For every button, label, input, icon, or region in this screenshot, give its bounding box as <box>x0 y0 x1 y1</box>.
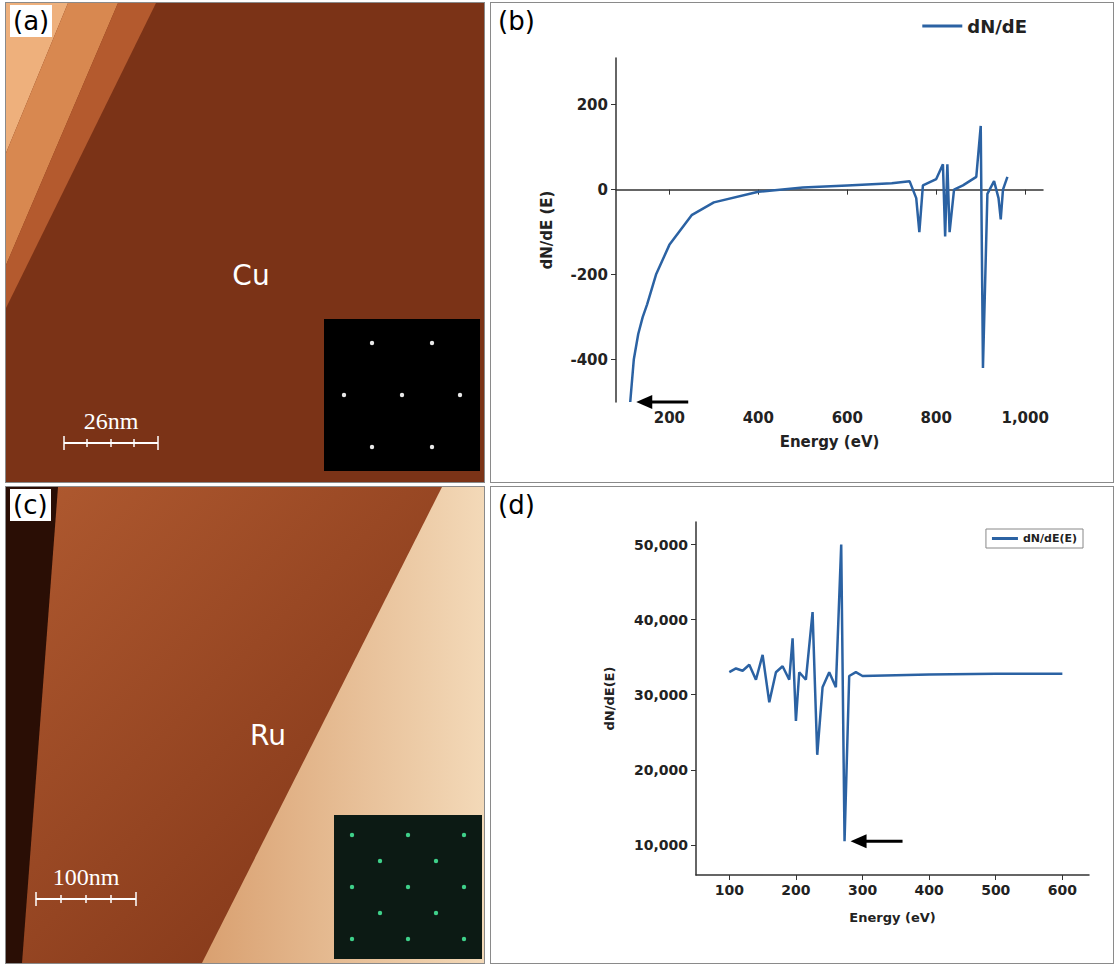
svg-text:200: 200 <box>781 882 810 898</box>
svg-text:-400: -400 <box>570 351 608 369</box>
svg-text:dN/dE(E): dN/dE(E) <box>1023 532 1077 545</box>
svg-text:Cu: Cu <box>232 259 269 292</box>
html-text:(a): (a) <box>13 6 50 36</box>
html-text:(c): (c) <box>13 490 48 520</box>
svg-text:26nm: 26nm <box>84 408 139 434</box>
html-text:(d): (d) <box>498 490 535 520</box>
svg-text:800: 800 <box>921 409 952 427</box>
svg-text:50,000: 50,000 <box>634 537 688 553</box>
svg-text:20,000: 20,000 <box>634 762 688 778</box>
html-text:(b): (b) <box>498 6 535 36</box>
svg-text:0: 0 <box>598 181 608 199</box>
svg-text:500: 500 <box>981 882 1010 898</box>
svg-text:Ru: Ru <box>250 719 286 752</box>
svg-text:dN/dE: dN/dE <box>967 16 1027 37</box>
svg-text:10,000: 10,000 <box>634 837 688 853</box>
svg-text:600: 600 <box>1048 882 1077 898</box>
svg-text:dN/dE (E): dN/dE (E) <box>538 191 556 270</box>
svg-text:400: 400 <box>743 409 774 427</box>
svg-text:40,000: 40,000 <box>634 612 688 628</box>
svg-text:200: 200 <box>577 96 608 114</box>
svg-text:100: 100 <box>715 882 744 898</box>
svg-text:600: 600 <box>832 409 863 427</box>
svg-text:400: 400 <box>915 882 944 898</box>
svg-text:Energy (eV): Energy (eV) <box>849 910 935 925</box>
svg-text:30,000: 30,000 <box>634 687 688 703</box>
svg-text:dN/dE(E): dN/dE(E) <box>602 667 617 731</box>
svg-text:Energy (eV): Energy (eV) <box>780 433 880 451</box>
svg-text:1,000: 1,000 <box>1001 409 1048 427</box>
svg-text:-200: -200 <box>570 266 608 284</box>
svg-text:300: 300 <box>848 882 877 898</box>
svg-text:100nm: 100nm <box>53 864 120 890</box>
svg-text:200: 200 <box>654 409 685 427</box>
